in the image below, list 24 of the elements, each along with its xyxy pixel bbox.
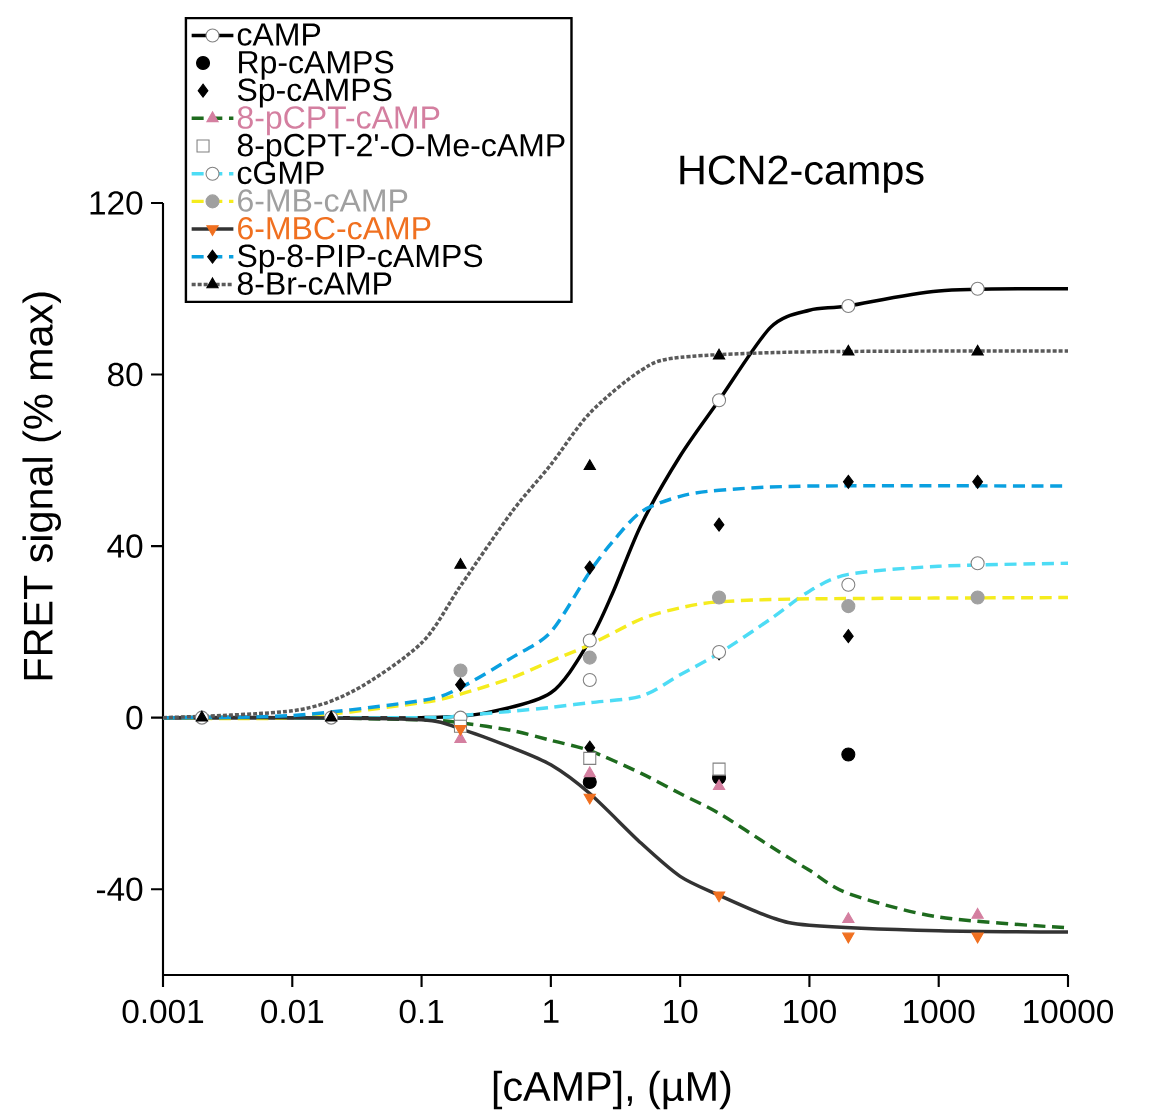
x-tick-label: 10 xyxy=(664,999,698,1024)
x-tick-label: 0.1 xyxy=(399,999,444,1024)
legend-label: cGMP xyxy=(237,161,324,185)
legend-label: Sp-cAMPS xyxy=(237,78,392,108)
legend-label: 6-MBC-cAMP xyxy=(238,216,431,240)
legend-label: Rp-cAMPS xyxy=(239,50,394,80)
x-tick-label: 0.001 xyxy=(122,999,204,1024)
y-tick-label: 0 xyxy=(126,705,143,730)
x-tick-label: 1000 xyxy=(904,999,975,1024)
x-tick-label: 1 xyxy=(544,999,559,1023)
y-tick-label: -40 xyxy=(96,877,143,902)
legend-label: 8-Br-cAMP xyxy=(237,272,392,295)
y-tick-label: 40 xyxy=(107,534,143,558)
y-axis-title: FRET signal (% max) xyxy=(22,292,61,680)
y-tick-label: 120 xyxy=(90,191,143,215)
x-tick-label: 0.01 xyxy=(261,999,324,1024)
x-axis-title: [cAMP], (µM) xyxy=(493,1070,731,1110)
x-tick-label: 10000 xyxy=(1024,999,1114,1024)
legend-label: cAMP xyxy=(237,23,321,46)
x-tick-label: 100 xyxy=(784,999,836,1024)
y-tick-label: 80 xyxy=(108,362,143,387)
legend-label: Sp-8-PIP-cAMPS xyxy=(237,244,483,274)
chart-title: HCN2-camps xyxy=(680,155,924,193)
legend-label: 6-MB-cAMP xyxy=(238,189,408,212)
